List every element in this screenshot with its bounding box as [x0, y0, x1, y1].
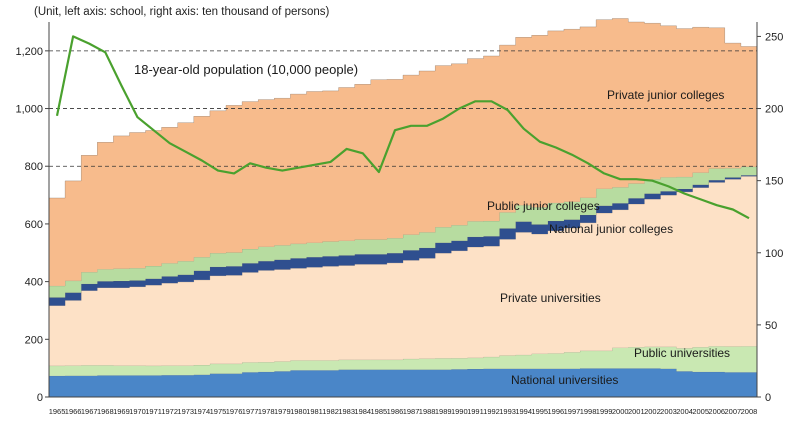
- x-tick-label: 1990: [451, 407, 468, 416]
- x-tick-label: 1968: [97, 407, 114, 416]
- x-tick-label: 1976: [226, 407, 243, 416]
- label-national-junior-colleges: National junior colleges: [549, 222, 673, 236]
- x-tick-label: 1988: [419, 407, 436, 416]
- x-tick-label: 1992: [483, 407, 500, 416]
- x-tick-label: 1999: [596, 407, 613, 416]
- x-tick-label: 1974: [194, 407, 211, 416]
- x-tick-label: 2002: [644, 407, 661, 416]
- series-labels: 18-year-old population (10,000 people) Pr…: [134, 62, 730, 387]
- x-tick-label: 2000: [612, 407, 629, 416]
- x-tick-label: 1977: [242, 407, 259, 416]
- population-line: [55, 35, 750, 220]
- x-tick-label: 1973: [177, 407, 194, 416]
- left-tick-label: 1,200: [15, 46, 43, 58]
- x-tick-label: 2003: [660, 407, 677, 416]
- x-tick-label: 1979: [274, 407, 291, 416]
- x-tick-label: 1985: [371, 407, 388, 416]
- x-tick-label: 1994: [515, 407, 532, 416]
- left-tick-label: 1,000: [15, 104, 43, 116]
- right-tick-label: 100: [765, 248, 783, 260]
- x-tick-label: 2006: [708, 407, 725, 416]
- x-tick-label: 1980: [290, 407, 307, 416]
- x-tick-label: 2007: [725, 407, 742, 416]
- x-tick-label: 1998: [580, 407, 597, 416]
- left-tick-label: 600: [25, 219, 43, 231]
- x-tick-label: 2001: [628, 407, 645, 416]
- reference-lines: [49, 50, 757, 167]
- x-tick-label: 1978: [258, 407, 275, 416]
- x-tick-label: 1970: [129, 407, 146, 416]
- x-tick-label: 1991: [467, 407, 484, 416]
- x-tick-label: 2005: [692, 407, 709, 416]
- x-tick-label: 2004: [676, 407, 693, 416]
- area-private-junior-colleges: [49, 18, 757, 286]
- x-tick-label: 2008: [741, 407, 758, 416]
- left-tick-label: 800: [25, 161, 43, 173]
- left-tick-label: 200: [25, 334, 43, 346]
- x-tick-label: 1993: [499, 407, 516, 416]
- x-tick-label: 1995: [531, 407, 548, 416]
- label-public-universities: Public universities: [634, 346, 730, 360]
- right-tick-label: 250: [765, 31, 783, 43]
- unit-note: (Unit, left axis: school, right axis: te…: [34, 6, 329, 18]
- x-tick-label: 1984: [354, 407, 371, 416]
- x-tick-label: 1971: [145, 407, 162, 416]
- right-tick-label: 150: [765, 176, 783, 188]
- x-tick-label: 1983: [338, 407, 355, 416]
- x-tick-label: 1969: [113, 407, 130, 416]
- label-18-year-old-population: 18-year-old population (10,000 people): [134, 62, 358, 77]
- x-tick-label: 1989: [435, 407, 452, 416]
- right-tick-label: 200: [765, 104, 783, 116]
- stacked-areas: [49, 18, 757, 397]
- edge-private-junior-colleges: [49, 18, 757, 199]
- x-tick-label: 1986: [387, 407, 404, 416]
- right-tick-label: 0: [765, 392, 771, 404]
- x-tick-label: 1997: [564, 407, 581, 416]
- label-private-junior-colleges: Private junior colleges: [607, 88, 724, 102]
- x-tick-label: 1987: [403, 407, 420, 416]
- area-public-universities: [49, 346, 757, 376]
- axes: 0 200 400 600 800 1,000 1,200 0 50 100 150 200 250 19…: [15, 22, 783, 416]
- right-tick-label: 50: [765, 320, 777, 332]
- x-tick-label: 1996: [548, 407, 565, 416]
- x-tick-label: 1965: [49, 407, 66, 416]
- x-tick-label: 1967: [81, 407, 98, 416]
- population-line-path: [55, 35, 750, 220]
- area-national-junior-colleges: [49, 175, 757, 306]
- left-tick-label: 0: [37, 392, 43, 404]
- x-tick-label: 1981: [306, 407, 323, 416]
- label-national-universities: National universities: [511, 373, 618, 387]
- x-tick-label: 1975: [210, 407, 227, 416]
- x-tick-label: 1972: [161, 407, 178, 416]
- label-public-junior-colleges: Public junior colleges: [487, 199, 600, 213]
- x-tick-label: 1982: [322, 407, 339, 416]
- x-tick-label: 1966: [65, 407, 82, 416]
- label-private-universities: Private universities: [500, 291, 601, 305]
- area-national-universities: [49, 368, 757, 397]
- left-tick-label: 400: [25, 277, 43, 289]
